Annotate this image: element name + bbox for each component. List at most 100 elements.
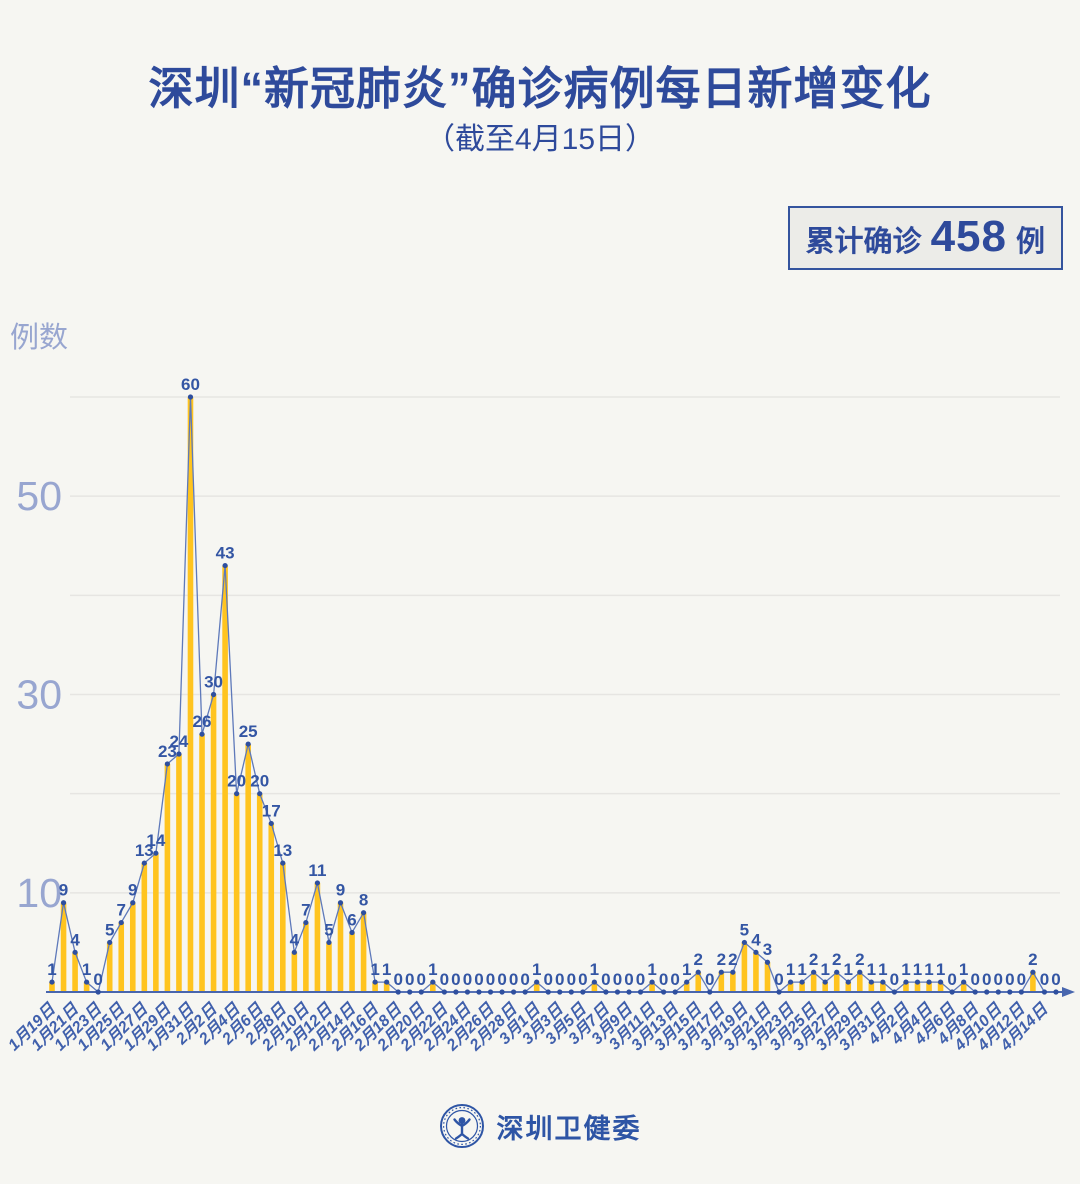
svg-text:20: 20 [250,772,269,791]
svg-text:1: 1 [428,960,437,979]
svg-text:0: 0 [497,970,506,989]
value-labels: 1941057913142324602630432025201713471159… [47,375,1060,989]
svg-text:4: 4 [70,930,80,949]
y-axis-title: 例数 [10,322,69,354]
svg-text:43: 43 [216,544,235,563]
shenzhen-health-commission-logo-icon [439,1104,484,1148]
svg-text:1: 1 [590,960,599,979]
svg-text:0: 0 [543,970,552,989]
svg-text:0: 0 [774,970,783,989]
footer-brand-name: 深圳卫健委 [496,1113,642,1144]
svg-text:26: 26 [193,712,212,731]
svg-text:1: 1 [844,960,853,979]
svg-text:0: 0 [393,970,402,989]
svg-text:2: 2 [717,950,726,969]
svg-text:0: 0 [970,970,979,989]
svg-text:4: 4 [290,930,300,949]
svg-text:0: 0 [670,970,679,989]
svg-text:0: 0 [474,970,483,989]
svg-text:3: 3 [763,940,772,959]
svg-text:1: 1 [370,960,379,979]
svg-text:0: 0 [1005,970,1014,989]
svg-text:0: 0 [567,970,576,989]
svg-text:1: 1 [936,960,945,979]
svg-text:0: 0 [947,970,956,989]
svg-text:0: 0 [982,970,991,989]
footer-brand: 深圳卫健委 [0,1103,1080,1149]
svg-text:0: 0 [486,970,495,989]
svg-text:0: 0 [624,970,633,989]
svg-text:2: 2 [1028,950,1037,969]
cumulative-total-badge: 累计确诊 458 例 [787,206,1063,270]
svg-text:8: 8 [359,891,368,910]
svg-text:4: 4 [751,930,761,949]
svg-text:1: 1 [959,960,968,979]
svg-text:1: 1 [867,960,876,979]
svg-text:1: 1 [47,960,56,979]
x-axis-arrow-icon [1062,987,1075,997]
svg-text:0: 0 [890,970,899,989]
svg-text:7: 7 [117,901,126,920]
svg-text:1: 1 [382,960,391,979]
svg-text:5: 5 [740,920,749,939]
svg-text:2: 2 [728,950,737,969]
svg-text:1: 1 [820,960,829,979]
svg-text:0: 0 [520,970,529,989]
svg-text:10: 10 [16,870,62,916]
svg-text:0: 0 [93,970,102,989]
daily-cases-bars [49,396,1036,992]
svg-text:1: 1 [901,960,910,979]
svg-text:0: 0 [636,970,645,989]
svg-text:2: 2 [809,950,818,969]
page-title: 深圳“新冠肺炎”确诊病例每日新增变化 [148,63,932,114]
svg-text:1: 1 [786,960,795,979]
svg-text:0: 0 [1017,970,1026,989]
svg-text:1: 1 [682,960,691,979]
svg-text:7: 7 [301,901,310,920]
svg-text:0: 0 [440,970,449,989]
badge-label: 累计确诊 [805,226,922,258]
svg-text:50: 50 [16,473,62,519]
svg-text:25: 25 [239,722,258,741]
svg-text:0: 0 [1040,970,1049,989]
page-subtitle: （截至4月15日） [424,123,656,156]
x-axis-date-labels: 1月19日1月21日1月23日1月25日1月27日1月29日1月31日2月2日2… [5,1000,1052,1055]
svg-text:0: 0 [578,970,587,989]
svg-text:5: 5 [105,920,114,939]
svg-text:9: 9 [128,881,137,900]
svg-text:9: 9 [336,881,345,900]
y-axis-tick-labels: 10 30 50 [16,473,62,916]
svg-text:0: 0 [509,970,518,989]
svg-text:0: 0 [705,970,714,989]
svg-text:11: 11 [308,861,326,880]
svg-text:20: 20 [227,772,246,791]
svg-text:5: 5 [324,920,333,939]
svg-text:0: 0 [659,970,668,989]
svg-text:2: 2 [832,950,841,969]
svg-text:23: 23 [158,742,177,761]
point-markers [49,394,1059,995]
svg-text:60: 60 [181,375,200,394]
svg-text:1: 1 [82,960,91,979]
badge-unit: 例 [1015,226,1045,258]
svg-text:13: 13 [273,841,292,860]
svg-text:9: 9 [59,881,68,900]
svg-text:30: 30 [204,672,223,691]
svg-text:1: 1 [797,960,806,979]
svg-text:0: 0 [451,970,460,989]
badge-value: 458 [930,212,1007,261]
daily-new-cases-chart: 1030501941057913142324602630432025201713… [5,375,1075,1055]
trend-line [51,396,1056,994]
svg-text:1: 1 [878,960,887,979]
svg-text:2: 2 [694,950,703,969]
svg-text:17: 17 [262,801,281,820]
svg-text:1: 1 [647,960,656,979]
svg-text:0: 0 [1051,970,1060,989]
svg-text:0: 0 [417,970,426,989]
svg-text:1: 1 [532,960,541,979]
svg-text:24: 24 [169,732,188,751]
svg-text:14: 14 [146,831,165,850]
svg-text:0: 0 [555,970,564,989]
svg-text:6: 6 [347,910,356,929]
